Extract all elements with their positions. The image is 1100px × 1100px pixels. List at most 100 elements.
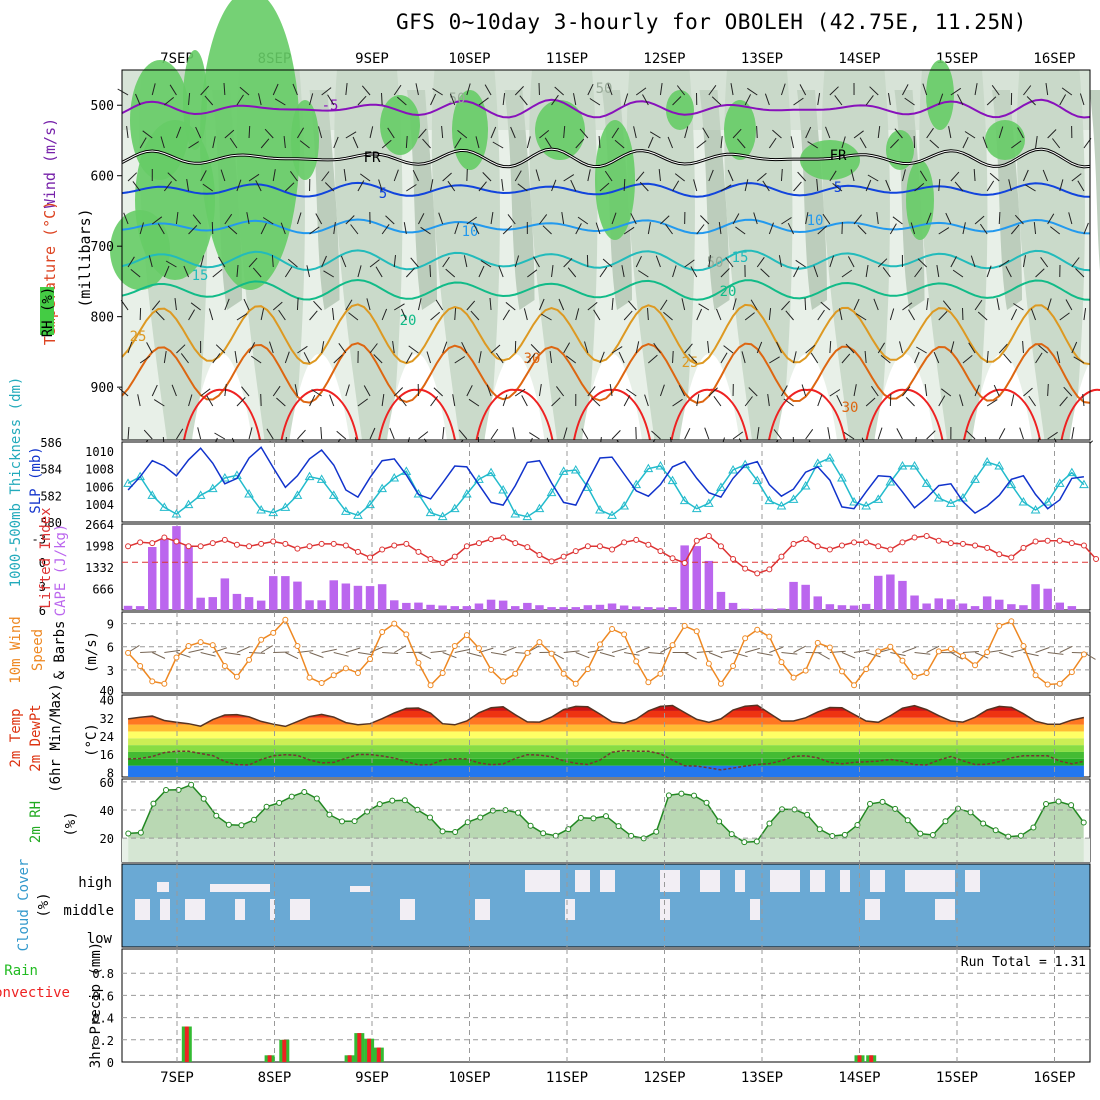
rh-point <box>603 813 609 820</box>
wind-barb <box>1028 395 1036 407</box>
rh-point <box>552 832 559 839</box>
wind-barb <box>688 353 698 364</box>
wind-barb <box>296 212 302 225</box>
run-total: Run Total = 1.31 <box>961 955 1086 970</box>
wind-barb <box>188 141 199 149</box>
day-label-top: 16SEP <box>1033 51 1075 67</box>
temp-tick-label: 32 <box>100 712 114 726</box>
wind-barb <box>696 308 703 321</box>
cape-bar <box>498 600 508 610</box>
rh-tick-label: 40 <box>100 804 114 818</box>
wind-barb <box>649 131 661 139</box>
wind-speed-line-point <box>415 659 422 666</box>
wind-barb <box>375 266 383 278</box>
ylabel-millibars: (millibars) <box>76 208 94 307</box>
wind-barb <box>905 397 915 407</box>
wind-speed-line-point <box>657 670 664 677</box>
thickness-line-point <box>933 492 944 502</box>
li-line-point <box>439 560 446 567</box>
wind-barb <box>595 222 601 235</box>
wind-barb <box>609 384 613 397</box>
wind-speed-line-point <box>161 680 168 687</box>
wind-barb <box>599 266 608 278</box>
wind-barb <box>998 211 1001 225</box>
wind-barb <box>454 356 466 364</box>
wind-barb <box>248 342 256 354</box>
temp-band <box>128 751 1084 759</box>
wind-barb <box>252 267 262 278</box>
wind-speed-line-point <box>742 635 749 642</box>
chart-title: GFS 0~10day 3-hourly for OBOLEH (42.75E,… <box>396 10 1027 34</box>
wind-barb <box>1083 308 1087 321</box>
wind-barb <box>478 265 485 278</box>
wind-barb <box>195 126 202 139</box>
wind-barb <box>306 265 311 278</box>
li-line-point <box>609 546 616 553</box>
wind-barb <box>470 310 480 321</box>
wind-barb <box>853 298 860 311</box>
wind-barb <box>816 178 819 192</box>
li-line-point <box>427 556 434 563</box>
wind-speed-line-point <box>125 649 132 656</box>
wind-barb-10m <box>502 646 517 653</box>
rh-point <box>515 809 521 816</box>
wind-barb <box>260 308 265 321</box>
cape-bar <box>160 539 169 610</box>
wind-barb <box>135 93 141 106</box>
wind-barb <box>768 222 774 235</box>
wind-barb <box>449 93 456 106</box>
wind-barb <box>401 308 407 321</box>
wind-barb <box>551 265 554 278</box>
cloud-cell-middle <box>160 899 170 920</box>
wind-barb <box>962 136 969 149</box>
wind-barb <box>433 387 443 397</box>
wind-barb <box>563 125 566 139</box>
li-line-point <box>693 537 700 544</box>
wind-barb <box>805 126 812 139</box>
thickness-line-point <box>353 510 363 519</box>
wind-barb <box>644 394 649 407</box>
li-line-point <box>137 539 144 546</box>
wind-barb <box>551 179 557 192</box>
wind-barb-10m <box>599 652 615 658</box>
wind-barb <box>369 427 376 440</box>
wind-barb <box>841 269 853 278</box>
wind-barb <box>933 351 940 364</box>
thickness-line-point <box>1066 467 1077 477</box>
wind-barb <box>188 394 193 407</box>
wind-barb <box>1005 266 1012 278</box>
cape-bar <box>269 576 278 610</box>
wind-barb <box>452 394 456 407</box>
cloud-cell-middle <box>750 899 760 920</box>
li-line-point <box>596 543 603 550</box>
thickness-line-point <box>788 494 799 503</box>
li-line-point <box>996 551 1003 558</box>
ylabel-convective: Convective <box>0 985 70 1001</box>
wind-barb <box>214 432 226 440</box>
ylabel-cape: CAPE (J/kg) <box>53 524 69 617</box>
wind-barb <box>186 179 190 192</box>
wind-barb <box>398 396 407 407</box>
wind-barb <box>950 341 955 354</box>
wind-barb <box>283 136 286 149</box>
cape-bar <box>135 606 145 610</box>
thickness-line-point <box>861 500 872 510</box>
ylabel-rh: RH (%) <box>40 287 56 338</box>
isotherm-35 <box>670 388 749 441</box>
wind-speed-line-point <box>621 631 628 638</box>
cape-tick-label: 1998 <box>85 540 114 554</box>
wind-barb <box>708 387 718 397</box>
wind-barb <box>889 223 897 235</box>
temp-tick-label: 40 <box>100 694 114 708</box>
wind-barb-10m <box>393 645 407 653</box>
thickness-line-point <box>885 476 896 486</box>
wind-barb <box>820 301 831 311</box>
li-line-point <box>463 543 470 550</box>
wind-barb <box>750 299 758 311</box>
wind-barb <box>672 180 680 192</box>
wind-barb <box>660 215 670 225</box>
rh-point <box>1017 832 1024 839</box>
wind-barb <box>623 395 631 407</box>
wind-barb <box>587 302 598 311</box>
wind-barb <box>1059 312 1070 321</box>
